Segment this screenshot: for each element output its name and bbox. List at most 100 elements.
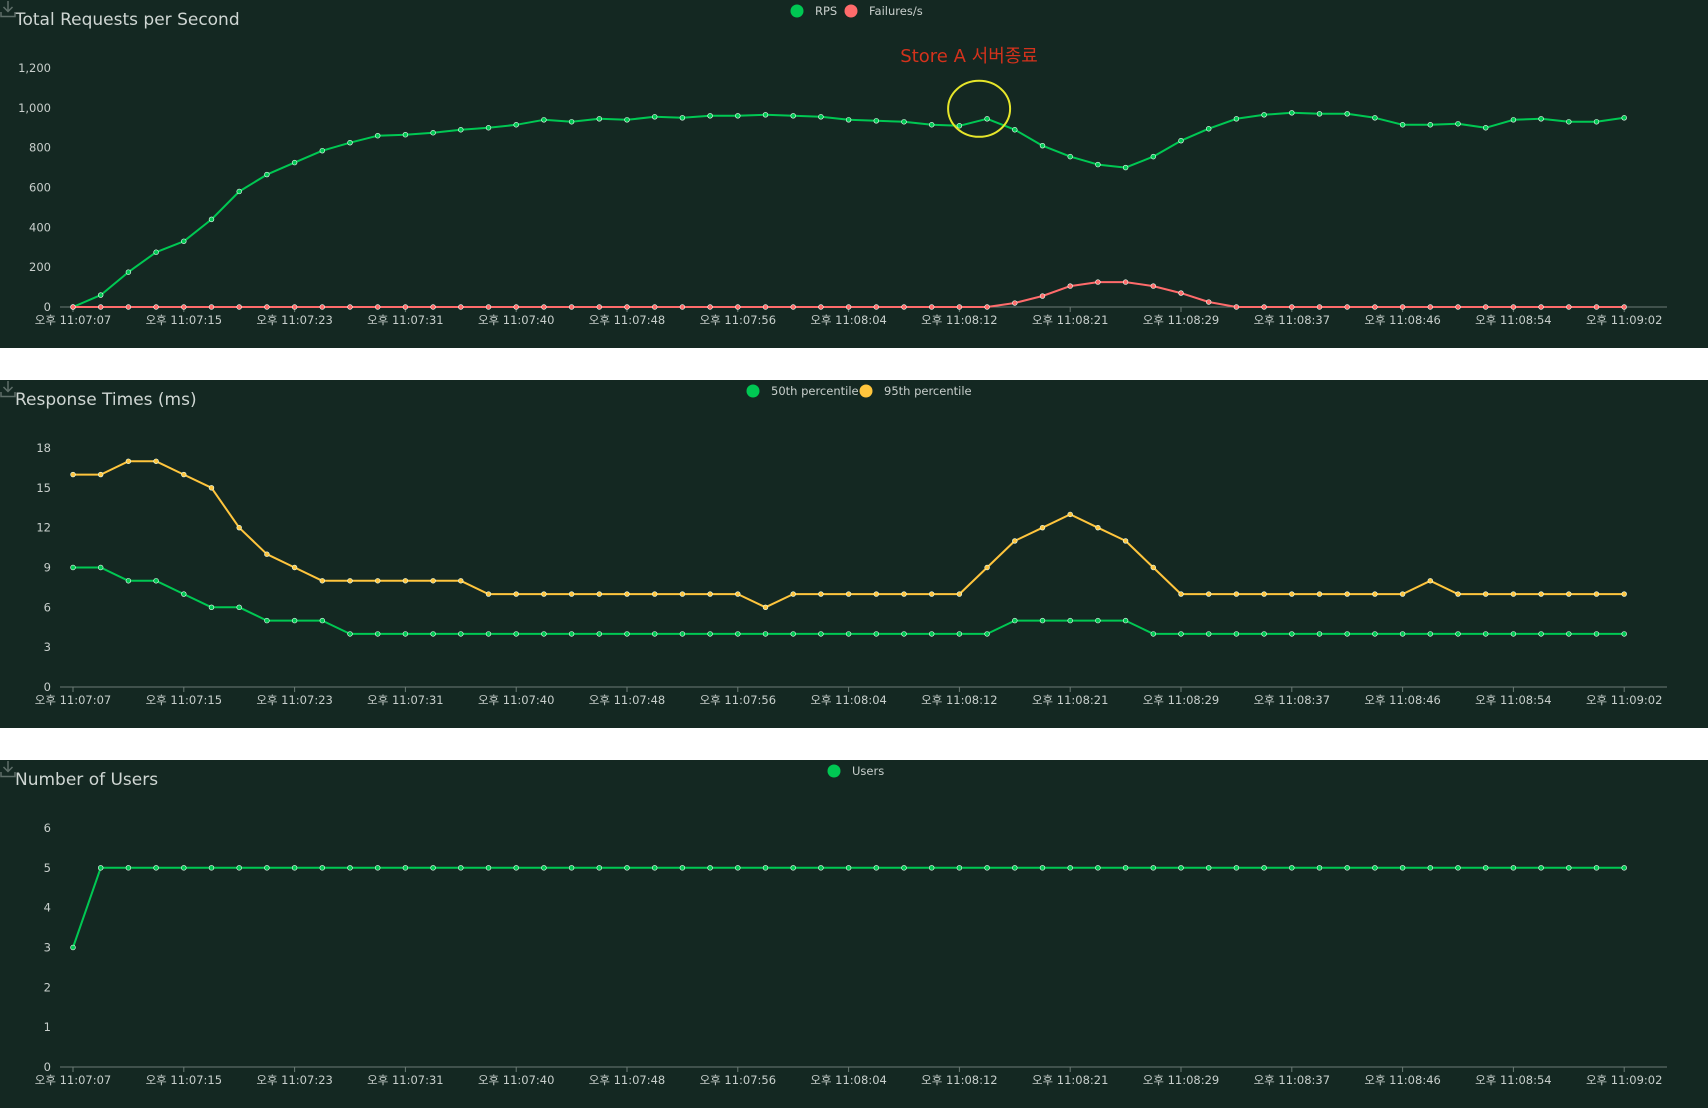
data-point[interactable] [735,591,741,597]
data-point[interactable] [291,865,298,871]
data-point[interactable] [1566,304,1572,310]
data-point[interactable] [402,304,409,310]
data-point[interactable] [873,118,879,124]
data-point[interactable] [956,865,963,871]
data-point[interactable] [1399,631,1406,637]
data-point[interactable] [1372,591,1378,597]
data-point[interactable] [707,865,713,871]
legend-label[interactable]: 95th percentile [884,384,972,398]
data-point[interactable] [97,564,104,571]
data-point[interactable] [153,304,159,310]
data-point[interactable] [402,132,409,138]
data-point[interactable] [1538,865,1544,871]
data-point[interactable] [818,865,824,871]
data-point[interactable] [762,631,769,637]
data-point[interactable] [956,591,963,597]
data-point[interactable] [1482,631,1489,637]
data-point[interactable] [541,865,547,871]
data-point[interactable] [1150,153,1157,160]
data-point[interactable] [181,865,187,871]
data-point[interactable] [1344,631,1350,637]
data-point[interactable] [375,631,381,637]
data-point[interactable] [70,471,76,478]
data-point[interactable] [1482,591,1489,597]
data-point[interactable] [1289,865,1295,871]
data-point[interactable] [1122,538,1129,544]
data-point[interactable] [984,304,990,310]
data-point[interactable] [208,485,215,491]
data-point[interactable] [707,631,713,637]
data-point[interactable] [541,631,547,637]
data-point[interactable] [1289,304,1295,310]
data-point[interactable] [541,304,547,310]
data-point[interactable] [513,122,519,128]
data-point[interactable] [1510,304,1517,310]
data-point[interactable] [568,119,575,125]
data-point[interactable] [1261,112,1267,118]
data-point[interactable] [901,865,907,871]
data-point[interactable] [1593,865,1600,871]
data-point[interactable] [97,292,104,298]
data-point[interactable] [375,865,381,871]
data-point[interactable] [1205,865,1212,871]
data-point[interactable] [1399,591,1406,597]
data-point[interactable] [1510,865,1517,871]
data-point[interactable] [1593,631,1600,637]
data-point[interactable] [1538,631,1544,637]
data-point[interactable] [208,865,215,871]
data-point[interactable] [513,591,519,597]
data-point[interactable] [1482,865,1489,871]
data-point[interactable] [845,304,852,310]
data-point[interactable] [208,304,215,310]
data-point[interactable] [707,591,713,597]
data-point[interactable] [651,591,658,597]
data-point[interactable] [1012,127,1018,133]
data-point[interactable] [624,631,630,637]
data-point[interactable] [1316,865,1323,871]
data-point[interactable] [1067,617,1073,624]
data-point[interactable] [1593,591,1600,597]
data-point[interactable] [928,631,935,637]
data-point[interactable] [1372,865,1378,871]
data-point[interactable] [402,578,409,584]
data-point[interactable] [1566,865,1572,871]
data-point[interactable] [568,631,575,637]
data-point[interactable] [984,116,990,122]
data-point[interactable] [264,171,270,178]
data-point[interactable] [984,631,990,637]
data-point[interactable] [291,617,298,624]
data-point[interactable] [319,147,325,154]
data-point[interactable] [1372,631,1378,637]
data-point[interactable] [790,113,796,119]
data-point[interactable] [651,631,658,637]
data-point[interactable] [762,112,769,118]
data-point[interactable] [1233,631,1240,637]
data-point[interactable] [735,113,741,119]
data-point[interactable] [125,865,132,871]
data-point[interactable] [596,591,602,597]
data-point[interactable] [1012,300,1018,306]
data-point[interactable] [1593,304,1600,310]
data-point[interactable] [1372,115,1378,121]
data-point[interactable] [928,591,935,597]
download-icon[interactable] [0,380,16,398]
data-point[interactable] [319,304,325,310]
data-point[interactable] [679,304,686,310]
data-point[interactable] [679,631,686,637]
data-point[interactable] [596,116,602,122]
data-point[interactable] [1538,116,1544,122]
data-point[interactable] [236,865,242,871]
data-point[interactable] [430,631,436,637]
data-point[interactable] [319,865,325,871]
data-point[interactable] [1233,591,1240,597]
data-point[interactable] [1095,865,1101,871]
data-point[interactable] [1261,304,1267,310]
data-point[interactable] [1095,617,1101,624]
data-point[interactable] [1039,865,1046,871]
data-point[interactable] [1427,865,1434,871]
data-point[interactable] [153,578,159,584]
data-point[interactable] [1095,161,1101,168]
data-point[interactable] [1039,524,1046,531]
data-point[interactable] [97,471,104,478]
legend-label[interactable]: 50th percentile [771,384,859,398]
